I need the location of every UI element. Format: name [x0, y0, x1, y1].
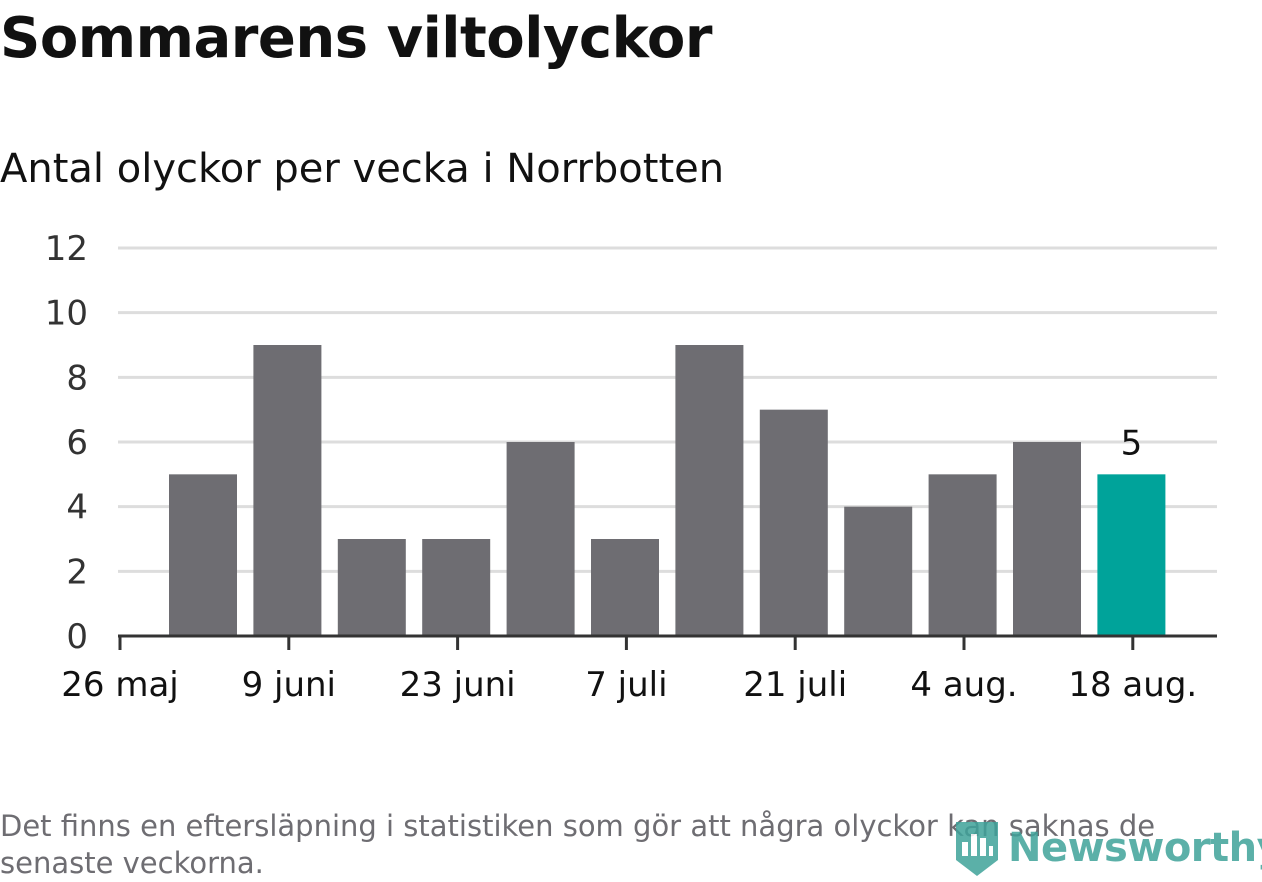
bar [591, 539, 659, 636]
newsworthy-logo: Newsworthy [952, 818, 1262, 878]
y-tick-label: 10 [45, 294, 88, 334]
bar-chart-badge-icon [956, 822, 998, 876]
bar [337, 539, 406, 636]
y-tick-label: 12 [45, 229, 88, 269]
chart-title: Sommarens viltolyckor [0, 6, 712, 71]
data-label: 5 [1121, 423, 1143, 463]
bar [675, 345, 744, 636]
x-tick-label: 7 juli [585, 665, 667, 705]
x-tick-label: 4 aug. [910, 665, 1017, 705]
bar [1097, 474, 1166, 636]
bar [506, 442, 575, 636]
y-tick-label: 4 [66, 488, 88, 528]
logo-text: Newsworthy [1008, 825, 1262, 871]
chart-subtitle: Antal olyckor per vecka i Norrbotten [0, 146, 725, 192]
y-tick-label: 2 [66, 552, 88, 592]
bar [253, 345, 322, 636]
x-tick-label: 23 juni [400, 665, 516, 705]
bar [844, 506, 913, 636]
x-tick-label: 21 juli [743, 665, 847, 705]
x-tick-label: 18 aug. [1068, 665, 1197, 705]
y-tick-label: 8 [66, 358, 88, 398]
bar [422, 539, 491, 636]
y-tick-label: 6 [66, 423, 88, 463]
x-tick-label: 26 maj [61, 665, 178, 705]
bar [759, 409, 828, 636]
bar [169, 474, 237, 636]
x-tick-label: 9 juni [242, 665, 336, 705]
y-tick-label: 0 [66, 617, 88, 657]
bar [928, 474, 997, 636]
bar [1013, 442, 1081, 636]
